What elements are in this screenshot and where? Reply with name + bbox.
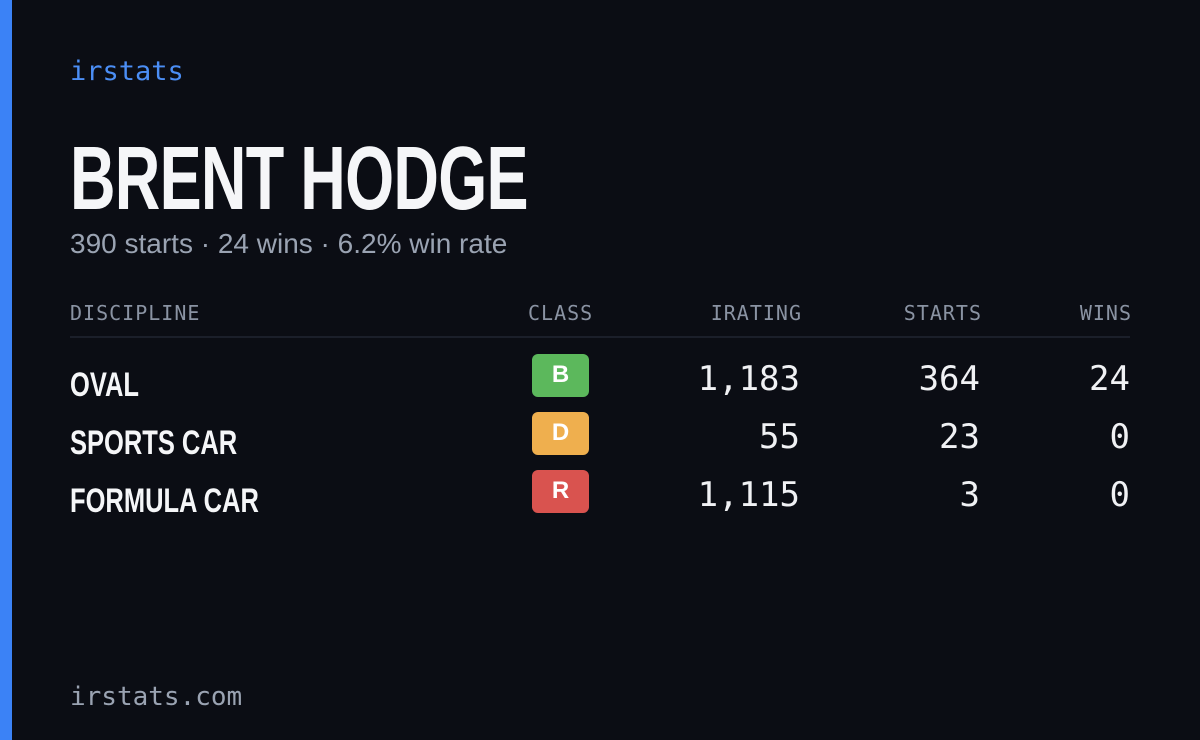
class-badge: R	[532, 470, 589, 513]
discipline: SPORTS CAR	[70, 424, 238, 462]
column-header: DISCIPLINE	[70, 301, 201, 325]
class-badge: D	[532, 412, 589, 455]
stat-value: 364	[918, 359, 980, 399]
accent-bar	[0, 0, 12, 740]
column-header: WINS	[1079, 301, 1132, 325]
footer-site: irstats.com	[70, 682, 243, 712]
stat-value: 55	[759, 417, 800, 457]
discipline: OVAL	[70, 366, 139, 404]
column-header: STARTS	[903, 301, 982, 325]
player-name: BRENT HODGE	[70, 129, 529, 229]
column-header: CLASS	[528, 301, 594, 325]
stat-value: 0	[1109, 475, 1130, 515]
class-badge: B	[532, 354, 589, 397]
stat-value: 24	[1089, 359, 1130, 399]
stat-value: 3	[959, 475, 980, 515]
stat-value: 1,183	[697, 359, 800, 399]
stat-value: 1,115	[697, 475, 800, 515]
stat-value: 23	[939, 417, 980, 457]
discipline: FORMULA CAR	[70, 482, 259, 520]
stat-value: 0	[1109, 417, 1130, 457]
header-rule	[70, 336, 1130, 338]
brand: irstats	[70, 56, 184, 87]
summary: 390 starts · 24 wins · 6.2% win rate	[70, 228, 508, 259]
column-header: IRATING	[710, 301, 802, 325]
